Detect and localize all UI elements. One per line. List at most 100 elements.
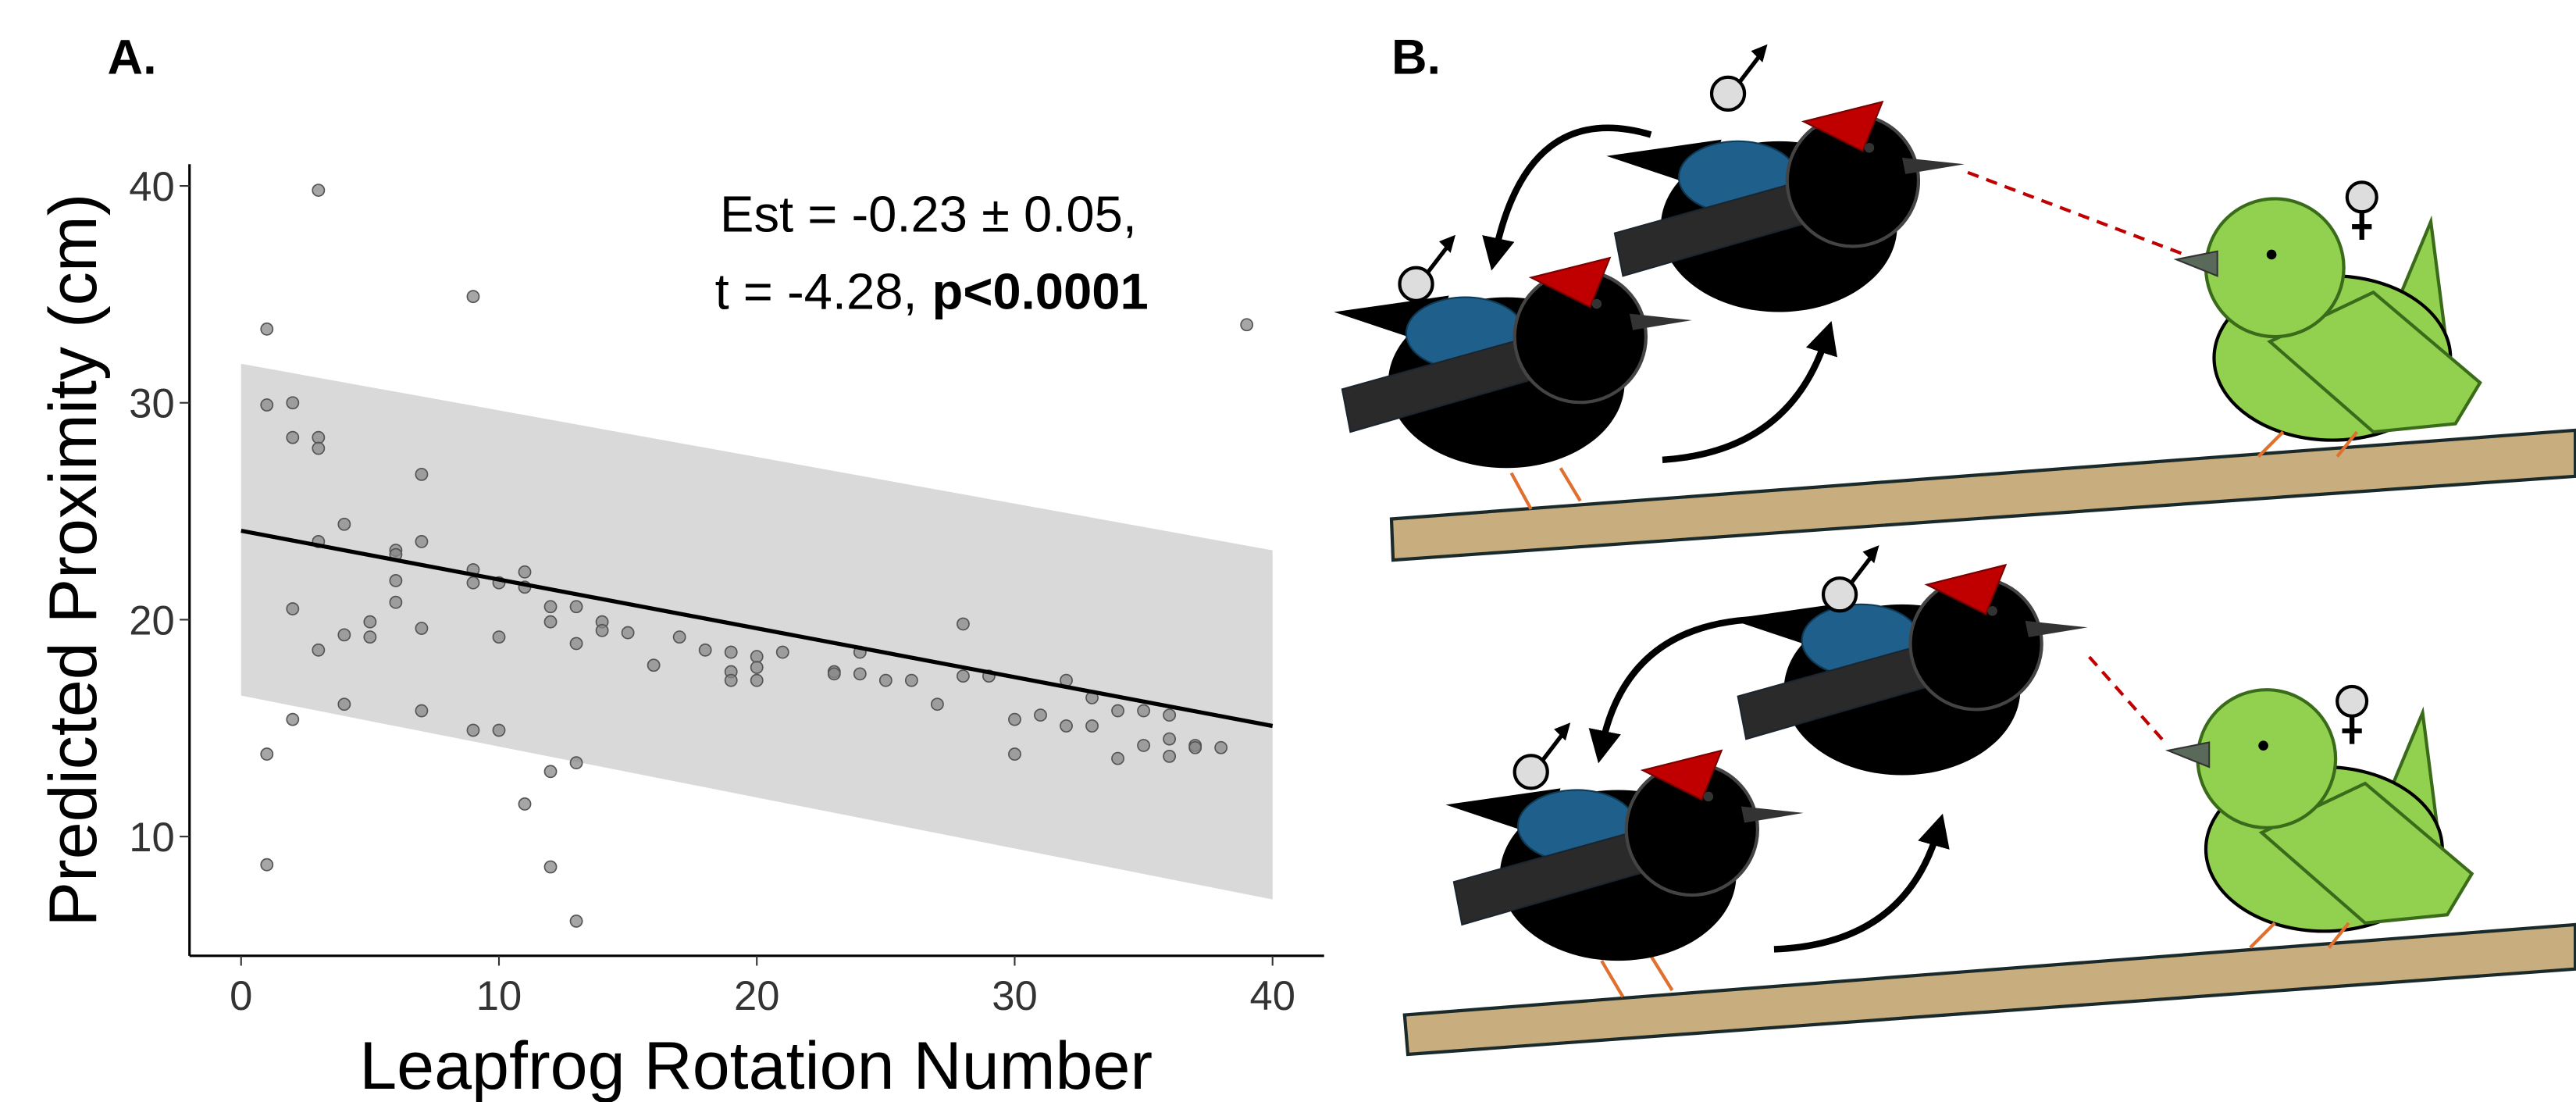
female-bird bbox=[2168, 690, 2472, 947]
data-point bbox=[467, 724, 479, 736]
y-tick-label: 10 bbox=[129, 815, 174, 861]
data-point bbox=[544, 616, 556, 628]
data-point bbox=[622, 627, 634, 639]
male-symbol bbox=[1399, 235, 1455, 301]
x-tick-label: 10 bbox=[476, 973, 522, 1019]
data-point bbox=[390, 575, 401, 587]
data-point bbox=[493, 631, 504, 643]
data-point bbox=[725, 675, 737, 687]
data-point bbox=[467, 577, 479, 589]
data-point bbox=[1009, 714, 1021, 726]
data-point bbox=[1035, 709, 1046, 721]
data-point bbox=[415, 469, 427, 480]
data-point bbox=[312, 432, 324, 444]
data-point bbox=[648, 659, 660, 671]
data-point bbox=[287, 432, 298, 444]
data-point bbox=[1163, 709, 1175, 721]
data-point bbox=[261, 748, 273, 760]
data-point bbox=[518, 566, 530, 578]
x-axis-title: Leapfrog Rotation Number bbox=[359, 1029, 1153, 1102]
data-point bbox=[544, 861, 556, 872]
data-point bbox=[1009, 748, 1021, 760]
data-point bbox=[287, 603, 298, 615]
annotation: t = -4.28, bbox=[715, 262, 917, 319]
data-point bbox=[338, 629, 350, 640]
data-point bbox=[906, 675, 917, 687]
data-point bbox=[338, 698, 350, 710]
data-point bbox=[597, 625, 608, 637]
data-point bbox=[261, 399, 273, 411]
x-tick-label: 0 bbox=[230, 973, 252, 1019]
data-point bbox=[287, 397, 298, 408]
data-point bbox=[364, 616, 376, 628]
data-point bbox=[880, 675, 892, 687]
y-tick-label: 30 bbox=[129, 381, 174, 427]
annotation: Est = -0.23 ± 0.05, bbox=[720, 185, 1137, 242]
data-point bbox=[751, 662, 763, 673]
data-point bbox=[1060, 720, 1072, 732]
data-point bbox=[828, 668, 840, 679]
data-point bbox=[751, 675, 763, 687]
data-point bbox=[364, 631, 376, 643]
x-tick-label: 20 bbox=[734, 973, 779, 1019]
x-tick-label: 40 bbox=[1249, 973, 1295, 1019]
data-point bbox=[415, 622, 427, 634]
data-point bbox=[312, 184, 324, 196]
diagram bbox=[1334, 45, 2575, 1054]
male-bird bbox=[1334, 258, 1691, 468]
data-point bbox=[674, 631, 686, 643]
male-symbol bbox=[1712, 45, 1767, 110]
data-point bbox=[700, 644, 711, 656]
data-point bbox=[751, 651, 763, 662]
data-point bbox=[338, 519, 350, 530]
data-point bbox=[1112, 704, 1124, 716]
data-point bbox=[1086, 720, 1098, 732]
figure: A. B. 0 10 20 30 40 10 20 30 40 Leapfrog Rotation… bbox=[0, 0, 2576, 1102]
data-point bbox=[544, 765, 556, 777]
data-point bbox=[570, 601, 582, 612]
page: A. B. 0 10 20 30 40 10 20 30 40 Leapfrog Rotation… bbox=[0, 0, 2576, 1102]
data-point bbox=[1163, 751, 1175, 762]
data-point bbox=[1138, 704, 1149, 716]
data-point bbox=[570, 637, 582, 649]
y-tick-label: 40 bbox=[129, 164, 174, 210]
data-point bbox=[777, 647, 789, 658]
data-point bbox=[493, 724, 504, 736]
data-point bbox=[725, 647, 737, 658]
data-point bbox=[415, 704, 427, 716]
y-axis-title: Predicted Proximity (cm) bbox=[36, 194, 111, 927]
annotation-bold: p<0.0001 bbox=[932, 262, 1149, 319]
data-point bbox=[518, 798, 530, 810]
data-point bbox=[544, 601, 556, 612]
data-point bbox=[957, 618, 969, 629]
male-bird bbox=[1606, 102, 1964, 312]
proximity-line bbox=[1968, 173, 2185, 255]
data-point bbox=[1112, 753, 1124, 765]
data-point bbox=[570, 757, 582, 769]
x-tick-label: 30 bbox=[992, 973, 1037, 1019]
panel-label: A. bbox=[108, 30, 157, 85]
data-point bbox=[312, 442, 324, 454]
male-symbol bbox=[1515, 722, 1570, 788]
data-point bbox=[287, 714, 298, 726]
data-point bbox=[957, 670, 969, 682]
data-point bbox=[1241, 319, 1252, 330]
female-bird bbox=[2176, 198, 2480, 456]
data-point bbox=[1215, 742, 1227, 754]
data-point bbox=[932, 698, 943, 710]
y-tick-label: 20 bbox=[129, 597, 174, 644]
female-symbol bbox=[2347, 182, 2377, 240]
male-bird bbox=[1445, 751, 1803, 961]
data-point bbox=[570, 915, 582, 927]
annotation: t = -4.28, p<0.0001 bbox=[715, 262, 1149, 319]
data-point bbox=[415, 536, 427, 547]
data-point bbox=[854, 668, 866, 679]
confidence-band bbox=[241, 364, 1273, 900]
panel-label: B. bbox=[1391, 30, 1441, 85]
data-point bbox=[261, 323, 273, 335]
proximity-line bbox=[2090, 657, 2165, 742]
male-bird bbox=[1730, 565, 2087, 775]
data-point bbox=[261, 859, 273, 871]
data-point bbox=[1163, 733, 1175, 745]
data-point bbox=[1189, 742, 1201, 754]
